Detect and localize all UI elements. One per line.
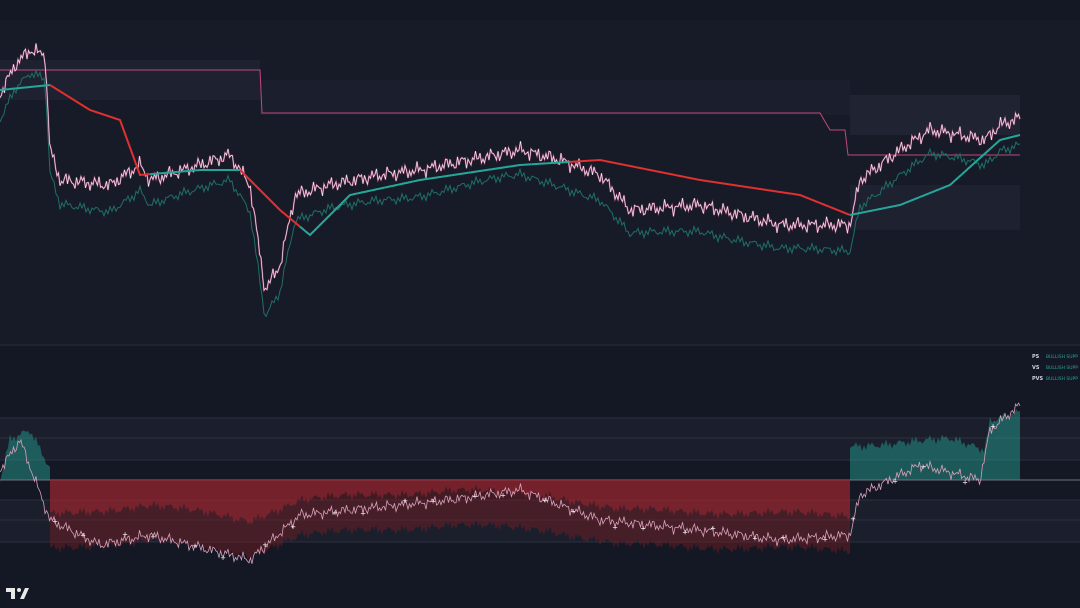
osc-marker: + xyxy=(332,509,338,517)
legend-status: BULLISH SUPP xyxy=(1046,354,1078,360)
moving-average xyxy=(299,160,571,237)
osc-levels xyxy=(0,417,1080,543)
legend-status: BULLISH SUPP xyxy=(1046,365,1078,371)
lower-band xyxy=(0,68,1021,318)
price-line xyxy=(0,43,1021,292)
zone xyxy=(850,95,1020,135)
zone xyxy=(260,80,850,115)
osc-marker: + xyxy=(752,535,758,543)
osc-marker: + xyxy=(150,533,156,541)
legend-status: BULLISH SUPP xyxy=(1046,376,1078,382)
osc-fill xyxy=(50,480,850,525)
osc-marker: + xyxy=(472,492,478,500)
osc-marker: + xyxy=(290,523,296,531)
osc-marker: + xyxy=(710,525,716,533)
osc-marker: + xyxy=(122,530,128,538)
osc-marker: + xyxy=(682,528,688,536)
osc-marker: + xyxy=(920,463,926,471)
osc-marker: + xyxy=(220,554,226,562)
osc-zone xyxy=(0,500,1080,542)
moving-average xyxy=(849,134,1021,216)
osc-marker: + xyxy=(52,518,58,526)
osc-line xyxy=(0,402,1021,564)
legend-label: PS xyxy=(1032,354,1040,360)
moving-average xyxy=(0,84,51,91)
moving-average xyxy=(149,169,240,176)
osc-marker: + xyxy=(822,536,828,544)
osc-marker: + xyxy=(192,542,198,550)
osc-marker: + xyxy=(500,491,506,499)
osc-marker: + xyxy=(962,478,968,486)
osc-marker: + xyxy=(360,510,366,518)
osc-marker: + xyxy=(262,541,268,549)
osc-fill xyxy=(850,409,1020,480)
osc-marker: + xyxy=(612,523,618,531)
legend-label: PVS xyxy=(1032,376,1044,382)
osc-marker: + xyxy=(780,534,786,542)
legend-label: VS xyxy=(1032,365,1040,371)
osc-marker: + xyxy=(570,507,576,515)
osc-fill xyxy=(0,430,50,482)
upper-step-line xyxy=(0,69,1020,156)
osc-marker: + xyxy=(850,515,856,523)
osc-marker: + xyxy=(990,423,996,431)
moving-average xyxy=(239,169,301,228)
osc-fill xyxy=(50,480,850,560)
zone xyxy=(0,60,260,100)
moving-average xyxy=(569,158,851,216)
osc-marker: + xyxy=(640,525,646,533)
tv-logo xyxy=(6,588,29,599)
osc-marker: + xyxy=(892,477,898,485)
zone xyxy=(850,185,1020,230)
osc-marker: + xyxy=(542,497,548,505)
osc-marker: + xyxy=(402,497,408,505)
osc-marker: + xyxy=(430,498,436,506)
osc-marker: + xyxy=(80,532,86,540)
osc-zone xyxy=(0,418,1080,460)
moving-average xyxy=(49,84,151,177)
